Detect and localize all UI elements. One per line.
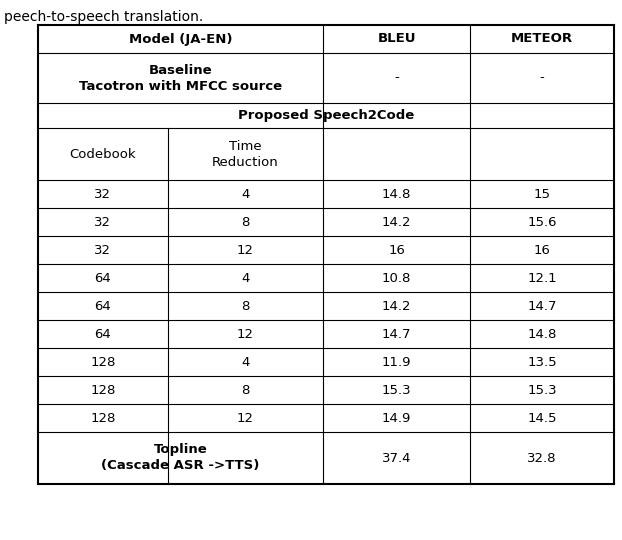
Text: Model (JA-EN): Model (JA-EN) — [129, 32, 232, 45]
Text: 16: 16 — [388, 244, 405, 256]
Text: 64: 64 — [95, 327, 111, 341]
Text: Time
Reduction: Time Reduction — [212, 139, 279, 168]
Text: 14.7: 14.7 — [382, 327, 411, 341]
Text: 14.8: 14.8 — [382, 187, 411, 200]
Text: 14.2: 14.2 — [382, 300, 411, 313]
Text: 14.2: 14.2 — [382, 215, 411, 228]
Text: 4: 4 — [241, 355, 249, 368]
Text: 32: 32 — [95, 187, 111, 200]
Text: 15.3: 15.3 — [382, 383, 411, 396]
Text: -: - — [540, 71, 544, 84]
Text: 11.9: 11.9 — [382, 355, 411, 368]
Text: 8: 8 — [241, 300, 249, 313]
Text: 8: 8 — [241, 215, 249, 228]
Text: 32.8: 32.8 — [527, 451, 557, 464]
Text: Topline
(Cascade ASR ->TTS): Topline (Cascade ASR ->TTS) — [101, 443, 260, 472]
Text: -: - — [394, 71, 399, 84]
Text: 14.8: 14.8 — [527, 327, 557, 341]
Text: Codebook: Codebook — [70, 147, 136, 160]
Text: 12: 12 — [237, 244, 254, 256]
Text: 15.3: 15.3 — [527, 383, 557, 396]
Text: Baseline
Tacotron with MFCC source: Baseline Tacotron with MFCC source — [79, 64, 282, 92]
Text: 16: 16 — [534, 244, 550, 256]
Text: 64: 64 — [95, 300, 111, 313]
Text: peech-to-speech translation.: peech-to-speech translation. — [4, 10, 203, 24]
Text: 14.9: 14.9 — [382, 411, 411, 424]
Text: 128: 128 — [90, 383, 116, 396]
Text: BLEU: BLEU — [378, 32, 416, 45]
Text: 8: 8 — [241, 383, 249, 396]
Text: 12: 12 — [237, 327, 254, 341]
Text: 12.1: 12.1 — [527, 272, 557, 285]
Text: 4: 4 — [241, 272, 249, 285]
Text: 10.8: 10.8 — [382, 272, 411, 285]
Text: 37.4: 37.4 — [382, 451, 411, 464]
Text: 14.7: 14.7 — [527, 300, 557, 313]
Text: 64: 64 — [95, 272, 111, 285]
Text: Proposed Speech2Code: Proposed Speech2Code — [238, 109, 414, 122]
Text: 4: 4 — [241, 187, 249, 200]
Text: 13.5: 13.5 — [527, 355, 557, 368]
Text: 15.6: 15.6 — [527, 215, 557, 228]
Text: 32: 32 — [95, 215, 111, 228]
Text: 32: 32 — [95, 244, 111, 256]
Text: 14.5: 14.5 — [527, 411, 557, 424]
Text: 128: 128 — [90, 355, 116, 368]
Text: 128: 128 — [90, 411, 116, 424]
Text: METEOR: METEOR — [511, 32, 573, 45]
Text: 12: 12 — [237, 411, 254, 424]
Text: 15: 15 — [534, 187, 550, 200]
